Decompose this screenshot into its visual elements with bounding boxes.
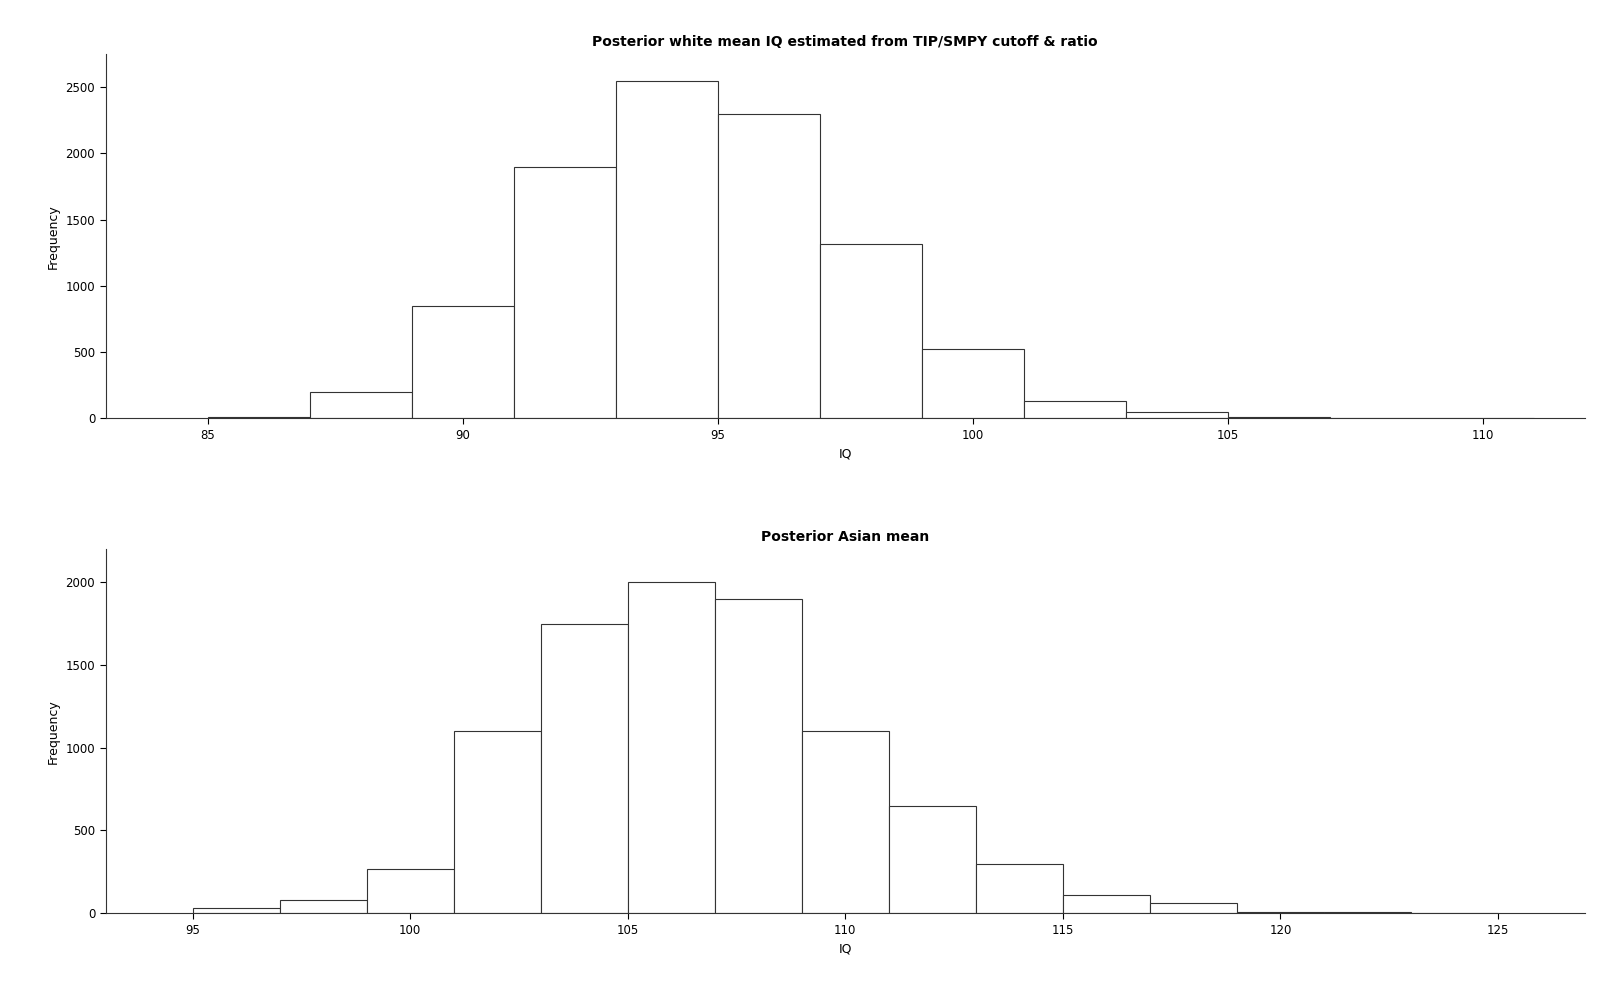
Bar [454, 732, 541, 913]
Bar [1237, 912, 1323, 913]
Y-axis label: Frequency: Frequency [46, 699, 59, 763]
Bar [715, 599, 802, 913]
Bar [310, 392, 411, 419]
Bar [1024, 401, 1126, 419]
Bar [208, 417, 310, 419]
Bar [627, 582, 715, 913]
Bar [1126, 412, 1227, 419]
Bar [411, 306, 514, 419]
Bar [1227, 417, 1330, 419]
X-axis label: IQ: IQ [838, 942, 853, 955]
Bar [192, 908, 280, 913]
Bar [922, 349, 1024, 419]
Bar [616, 80, 718, 419]
Bar [1150, 903, 1237, 913]
Bar [541, 624, 627, 913]
X-axis label: IQ: IQ [838, 447, 853, 460]
Bar [802, 732, 890, 913]
Bar [1062, 895, 1150, 913]
Bar [976, 863, 1062, 913]
Bar [718, 114, 819, 419]
Y-axis label: Frequency: Frequency [46, 204, 59, 268]
Bar [366, 868, 454, 913]
Bar [819, 244, 922, 419]
Bar [514, 166, 616, 419]
Title: Posterior white mean IQ estimated from TIP/SMPY cutoff & ratio: Posterior white mean IQ estimated from T… [592, 35, 1098, 49]
Title: Posterior Asian mean: Posterior Asian mean [762, 530, 930, 544]
Bar [280, 900, 366, 913]
Bar [890, 806, 976, 913]
